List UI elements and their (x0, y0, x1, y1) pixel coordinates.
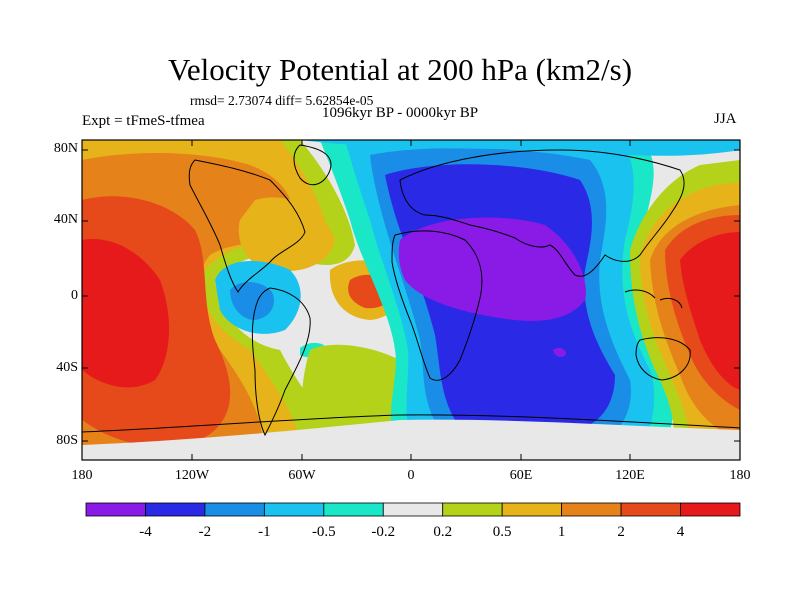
colorbar-box-6 (442, 502, 503, 517)
lon-label-120e: 120E (615, 468, 645, 483)
axis-ticks (81, 140, 741, 460)
colorbar-label-3: -0.5 (311, 524, 336, 540)
colorbar-box-7 (501, 502, 563, 517)
colorbar-label-8: 2 (617, 524, 625, 540)
colorbar-box-5 (382, 502, 444, 517)
lat-label-80s: 80S (56, 433, 78, 448)
coast-antarctica (82, 414, 740, 433)
lon-label-0: 0 (407, 468, 415, 483)
field-antarctic-neutral (82, 419, 740, 460)
field-west-red (82, 239, 170, 388)
colorbar-label-0: -4 (139, 524, 152, 540)
colorbar-label-7: 1 (557, 524, 566, 540)
lon-label-60e: 60E (509, 468, 533, 483)
field-na-gold (238, 197, 335, 272)
lat-label-40n: 40N (53, 212, 78, 227)
contour-field (82, 140, 740, 460)
colorbar-box-8 (561, 502, 622, 517)
coast-greenland (293, 144, 332, 186)
coast-africa (391, 230, 483, 381)
coast-australia (635, 337, 691, 381)
colorbar-label-2: -1 (258, 524, 271, 540)
coastlines (82, 144, 740, 437)
experiment-label: Expt = tFmeS-tfmea (82, 113, 205, 129)
field-east-red (680, 232, 740, 390)
field-indian-purple (553, 347, 566, 358)
colorbar-box-4 (323, 502, 384, 517)
lat-label-40s: 40S (56, 360, 78, 375)
stats-subtitle: rmsd= 2.73074 diff= 5.62854e-05 (190, 93, 374, 108)
period-label: 1096kyr BP - 0000kyr BP (322, 105, 479, 121)
colorbar-label-4: -0.2 (371, 524, 396, 540)
colorbar-label-6: 0.5 (492, 524, 512, 540)
field-sa-mid-blue (230, 281, 275, 320)
coast-south-america (251, 287, 311, 437)
map-title: Velocity Potential at 200 hPa (km2/s) (167, 52, 633, 87)
lat-label-80n: 80N (53, 141, 78, 156)
colorbar-label-9: 4 (676, 524, 685, 540)
coast-north-america (188, 159, 306, 293)
colorbar-box-9 (620, 502, 681, 517)
colorbar-label-1: -2 (198, 524, 212, 540)
lat-label-0: 0 (71, 288, 78, 303)
coast-indonesia (624, 289, 683, 309)
lon-label-180w: 180 (71, 468, 93, 483)
colorbar-box-3 (263, 502, 325, 517)
lon-label-120w: 120W (174, 468, 210, 483)
colorbar-label-5: 0.2 (433, 524, 453, 540)
colorbar-box-1 (145, 502, 206, 517)
colorbar-box-10 (680, 502, 741, 517)
colorbar (85, 502, 741, 517)
colorbar-box-2 (204, 502, 265, 517)
lon-label-60w: 60W (288, 468, 316, 483)
coast-eurasia (399, 149, 685, 277)
colorbar-box-0 (85, 502, 146, 517)
season-label: JJA (714, 111, 737, 127)
field-east-purple (398, 217, 586, 321)
lon-label-180e: 180 (729, 468, 751, 483)
